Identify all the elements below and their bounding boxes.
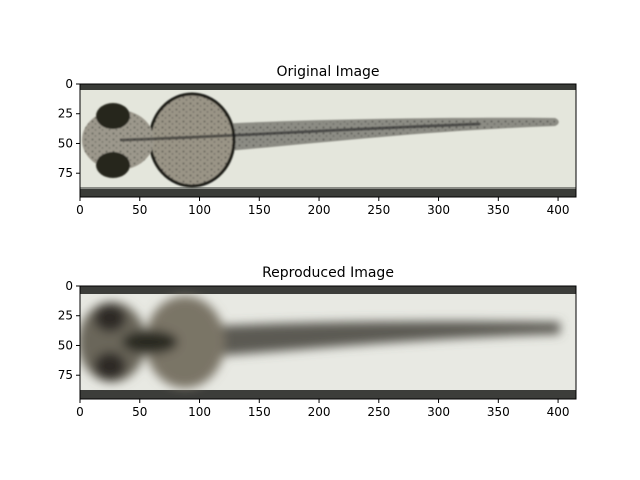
x-axis-ticks: 0 50 100 150 200 250 300 350 400 [76, 399, 570, 419]
x-tick-label: 250 [367, 203, 390, 217]
y-axis-ticks: 0 25 50 75 [58, 77, 80, 180]
y-tick-label: 75 [58, 368, 73, 382]
y-tick-label: 0 [65, 279, 73, 293]
image-original [80, 84, 576, 197]
panel-title: Reproduced Image [262, 265, 394, 281]
x-tick-label: 0 [76, 405, 84, 419]
image-reproduced [80, 286, 576, 399]
x-tick-label: 250 [367, 405, 390, 419]
panel-reproduced: Reproduced Image 0 50 100 150 200 250 300 350 40… [58, 265, 577, 419]
x-tick-label: 200 [308, 405, 331, 419]
x-tick-label: 200 [308, 203, 331, 217]
x-tick-label: 100 [188, 203, 211, 217]
x-tick-label: 50 [132, 405, 147, 419]
y-tick-label: 75 [58, 166, 73, 180]
panel-title: Original Image [276, 64, 379, 80]
y-tick-label: 25 [58, 309, 73, 323]
x-tick-label: 350 [487, 405, 510, 419]
x-tick-label: 150 [248, 203, 271, 217]
x-tick-label: 400 [547, 203, 570, 217]
axes-frame [79, 285, 577, 400]
x-tick-label: 100 [188, 405, 211, 419]
x-tick-label: 300 [427, 405, 450, 419]
y-tick-label: 25 [58, 107, 73, 121]
y-tick-label: 0 [65, 77, 73, 91]
x-axis-ticks: 0 50 100 150 200 250 300 350 400 [76, 197, 570, 217]
x-tick-label: 50 [132, 203, 147, 217]
y-tick-label: 50 [58, 136, 73, 150]
x-tick-label: 0 [76, 203, 84, 217]
x-tick-label: 300 [427, 203, 450, 217]
panel-original: Original Image [58, 64, 577, 217]
y-axis-ticks: 0 25 50 75 [58, 279, 80, 382]
x-tick-label: 400 [547, 405, 570, 419]
x-tick-label: 350 [487, 203, 510, 217]
y-tick-label: 50 [58, 338, 73, 352]
x-tick-label: 150 [248, 405, 271, 419]
axes-frame [79, 83, 577, 198]
